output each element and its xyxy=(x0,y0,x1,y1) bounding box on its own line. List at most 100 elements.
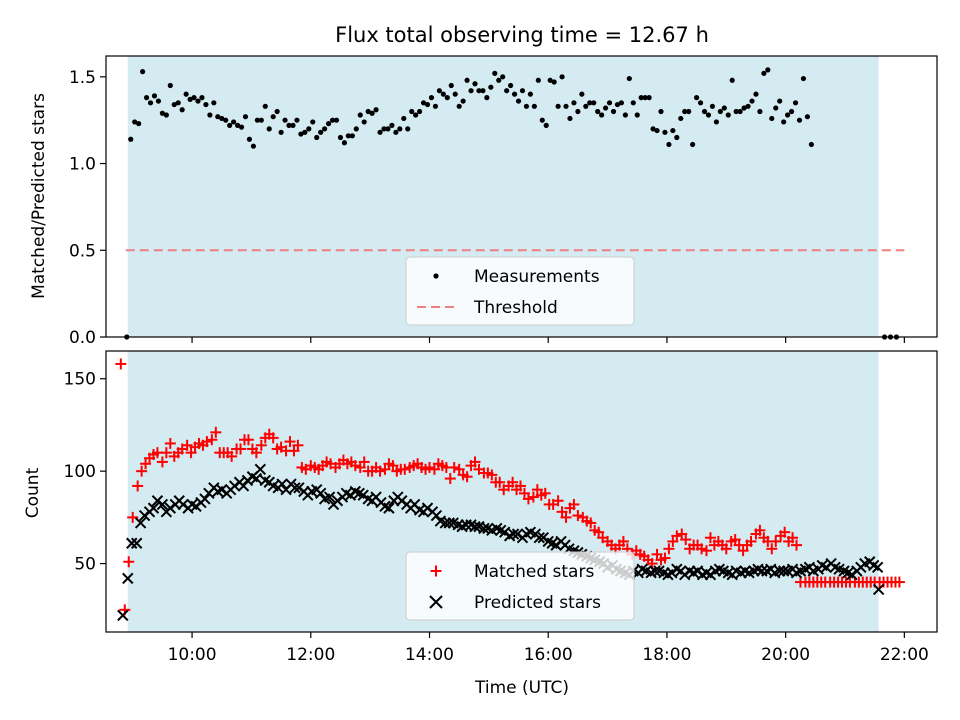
measurement-point xyxy=(563,103,569,109)
measurement-point xyxy=(547,77,553,83)
measurement-point xyxy=(147,100,154,106)
measurement-point xyxy=(472,81,478,87)
predicted-stars-point xyxy=(134,517,147,529)
measurement-point xyxy=(713,119,719,125)
measurement-point xyxy=(591,100,597,106)
x-tick-label: 16:00 xyxy=(524,645,573,665)
measurement-point xyxy=(246,136,253,142)
measurement-point xyxy=(436,88,442,94)
legend-predicted-marker xyxy=(429,595,443,609)
measurement-point xyxy=(654,127,660,134)
matched-stars-point xyxy=(423,461,435,473)
measurement-point xyxy=(274,108,280,115)
matched-stars-point xyxy=(160,447,172,459)
matched-stars-point xyxy=(428,463,440,475)
measurement-point xyxy=(231,119,237,125)
measurement-point xyxy=(476,88,482,94)
legend-label: Predicted stars xyxy=(474,593,601,613)
matched-stars-point xyxy=(288,445,300,457)
predicted-stars-point xyxy=(430,509,443,522)
axes-frame xyxy=(105,350,938,633)
measurement-point xyxy=(377,129,383,135)
measurement-point xyxy=(322,126,328,132)
measurement-point xyxy=(341,140,348,146)
measurement-point xyxy=(737,108,743,115)
measurement-point xyxy=(163,112,169,118)
measurement-point xyxy=(800,75,807,82)
measurement-point xyxy=(132,119,138,125)
measurement-point xyxy=(729,77,735,83)
measurement-point xyxy=(460,98,466,104)
measurement-point xyxy=(690,141,696,148)
predicted-stars-point xyxy=(199,493,211,505)
matched-stars-point xyxy=(696,543,708,555)
measurement-point xyxy=(385,126,391,132)
measurement-point xyxy=(143,95,150,101)
matched-stars-point xyxy=(267,432,279,444)
measurement-point xyxy=(464,77,470,83)
matched-stars-point xyxy=(515,480,527,492)
legend-measurement-marker xyxy=(433,273,439,279)
matched-stars-point xyxy=(115,358,127,370)
measurement-point xyxy=(155,98,162,104)
measurement-point xyxy=(345,133,351,139)
measurement-point xyxy=(682,108,688,115)
matched-stars-point xyxy=(754,524,766,536)
predicted-stars-point xyxy=(117,609,129,622)
measurement-point xyxy=(781,119,787,125)
measurement-point xyxy=(128,136,134,142)
ratio-y-axis-label: Matched/Predicted stars xyxy=(29,93,49,299)
measurement-point xyxy=(191,95,197,101)
measurement-point xyxy=(349,133,355,139)
measurement-point xyxy=(310,119,316,125)
predicted-stars-point xyxy=(756,565,768,577)
predicted-stars-point xyxy=(289,482,301,494)
measurement-point xyxy=(587,100,593,106)
matched-stars-point xyxy=(156,456,168,468)
x-tick-label: 12:00 xyxy=(286,645,335,665)
measurement-point xyxy=(626,75,632,82)
measurement-point xyxy=(258,117,264,123)
predicted-stars-point xyxy=(649,565,661,577)
matched-stars-point xyxy=(469,456,481,468)
matched-stars-point xyxy=(720,543,732,555)
measurement-point xyxy=(658,108,664,115)
x-tick-label: 10:00 xyxy=(168,645,217,665)
measurement-point xyxy=(646,95,652,101)
matched-stars-point xyxy=(791,539,803,551)
predicted-stars-point xyxy=(323,491,336,503)
y-tick-label: 0.0 xyxy=(69,328,96,348)
measurement-point xyxy=(282,117,288,123)
matched-stars-point xyxy=(518,487,530,499)
matched-stars-point xyxy=(680,534,692,546)
measurement-point xyxy=(266,126,272,132)
matched-stars-point xyxy=(585,517,597,529)
legend: Measurements Threshold xyxy=(405,256,635,326)
matched-stars-point xyxy=(729,534,741,546)
predicted-stars-point xyxy=(443,517,455,529)
predicted-stars-point xyxy=(156,498,169,511)
measurement-point xyxy=(440,91,446,97)
measurement-point xyxy=(254,117,260,123)
predicted-stars-point xyxy=(254,463,267,476)
measurement-point xyxy=(136,121,142,127)
measurement-point xyxy=(511,91,518,97)
matched-stars-point xyxy=(123,556,135,568)
matched-stars-point xyxy=(132,480,144,492)
measurement-point xyxy=(448,82,454,89)
measurement-point xyxy=(559,74,565,80)
measurement-point xyxy=(405,126,411,132)
predicted-stars-point xyxy=(872,583,885,596)
measurement-point xyxy=(788,108,795,115)
measurement-point xyxy=(250,143,257,149)
measurement-point xyxy=(753,91,759,97)
measurement-point xyxy=(614,101,621,108)
measurement-point xyxy=(420,100,427,106)
measurement-point xyxy=(381,126,387,132)
matched-stars-point xyxy=(379,463,391,475)
legend-box xyxy=(405,256,635,326)
measurement-point xyxy=(622,112,628,118)
predicted-stars-point xyxy=(533,532,546,544)
measurement-point xyxy=(401,115,407,122)
y-tick-label: 0.5 xyxy=(69,241,96,261)
